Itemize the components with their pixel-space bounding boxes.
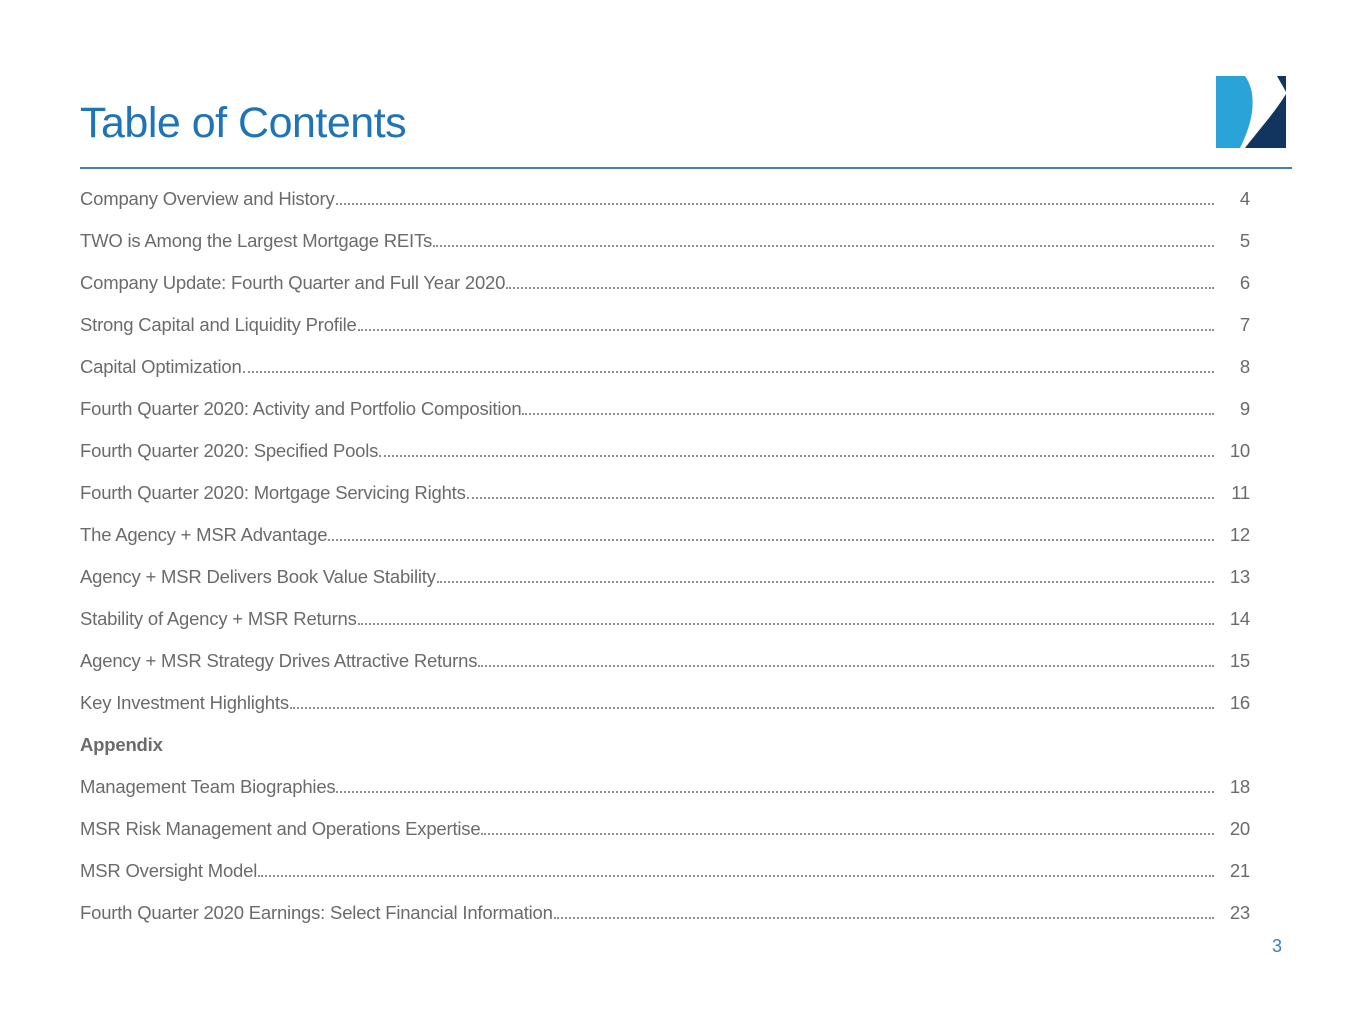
toc-entry-page: 14	[1229, 608, 1250, 629]
dotted-leader	[436, 581, 1214, 583]
toc-entry[interactable]: The Agency + MSR Advantage 12	[80, 514, 1250, 556]
toc-list: Company Overview and History 4 TWO is Amon…	[80, 178, 1250, 934]
toc-entry-page: 8	[1239, 356, 1250, 377]
toc-entry[interactable]: Fourth Quarter 2020: Mortgage Servicing …	[80, 472, 1250, 514]
toc-entry-label: Company Update: Fourth Quarter and Full …	[80, 272, 506, 293]
toc-entry-page: 15	[1229, 650, 1250, 671]
toc-entry-page: 18	[1229, 776, 1250, 797]
toc-entry-page: 16	[1229, 692, 1250, 713]
page-title: Table of Contents	[80, 99, 407, 147]
dotted-leader	[328, 539, 1214, 541]
toc-entry-page: 4	[1239, 188, 1250, 209]
slide-number: 3	[1271, 936, 1282, 956]
toc-entry-page: 6	[1239, 272, 1250, 293]
toc-entry-label: Fourth Quarter 2020: Specified Pools	[80, 440, 379, 461]
toc-entry[interactable]: Company Overview and History 4	[80, 178, 1250, 220]
title-underline-rule	[80, 167, 1292, 169]
toc-entry[interactable]: Agency + MSR Strategy Drives Attractive …	[80, 640, 1250, 682]
toc-entry-page: 5	[1239, 230, 1250, 251]
toc-entry-label: Strong Capital and Liquidity Profile	[80, 314, 357, 335]
toc-entry-label: Company Overview and History	[80, 188, 335, 209]
dotted-leader	[433, 245, 1214, 247]
dotted-leader	[553, 917, 1214, 919]
toc-entry[interactable]: Strong Capital and Liquidity Profile 7	[80, 304, 1250, 346]
dotted-leader	[522, 413, 1214, 415]
toc-entry-label: MSR Oversight Model	[80, 860, 258, 881]
dotted-leader	[357, 329, 1214, 331]
toc-entry-label: Management Team Biographies	[80, 776, 336, 797]
toc-entry[interactable]: Fourth Quarter 2020: Specified Pools 10	[80, 430, 1250, 472]
toc-entry[interactable]: Fourth Quarter 2020: Activity and Portfo…	[80, 388, 1250, 430]
toc-entry-label: Agency + MSR Delivers Book Value Stabili…	[80, 566, 436, 587]
company-logo-icon	[1216, 76, 1286, 148]
dotted-leader	[379, 455, 1214, 457]
toc-entry-label: Stability of Agency + MSR Returns	[80, 608, 357, 629]
toc-entry[interactable]: MSR Risk Management and Operations Exper…	[80, 808, 1250, 850]
toc-entry[interactable]: Fourth Quarter 2020 Earnings: Select Fin…	[80, 892, 1250, 934]
toc-entry-page: 10	[1229, 440, 1250, 461]
dotted-leader	[336, 791, 1214, 793]
toc-entry[interactable]: Key Investment Highlights 16	[80, 682, 1250, 724]
toc-entry[interactable]: Management Team Biographies 18	[80, 766, 1250, 808]
toc-entry-label: Capital Optimization	[80, 356, 242, 377]
toc-entry[interactable]: Company Update: Fourth Quarter and Full …	[80, 262, 1250, 304]
company-logo	[1216, 76, 1286, 148]
dotted-leader	[357, 623, 1214, 625]
toc-entry-label: MSR Risk Management and Operations Exper…	[80, 818, 481, 839]
dotted-leader	[258, 875, 1214, 877]
toc-entry-label: Fourth Quarter 2020: Activity and Portfo…	[80, 398, 522, 419]
toc-entry-page: 13	[1229, 566, 1250, 587]
toc-section-heading: Appendix	[80, 734, 163, 755]
toc-entry-page: 20	[1229, 818, 1250, 839]
toc-entry-page: 23	[1229, 902, 1250, 923]
toc-entry-page: 21	[1229, 860, 1250, 881]
dotted-leader	[478, 665, 1214, 667]
dotted-leader	[242, 371, 1214, 373]
toc-entry-label: The Agency + MSR Advantage	[80, 524, 328, 545]
toc-entry-label: Key Investment Highlights	[80, 692, 289, 713]
toc-entry-label: Fourth Quarter 2020 Earnings: Select Fin…	[80, 902, 553, 923]
dotted-leader	[335, 203, 1214, 205]
dotted-leader	[506, 287, 1214, 289]
toc-entry[interactable]: Agency + MSR Delivers Book Value Stabili…	[80, 556, 1250, 598]
toc-entry-page: 12	[1229, 524, 1250, 545]
toc-entry[interactable]: MSR Oversight Model 21	[80, 850, 1250, 892]
toc-entry[interactable]: Capital Optimization 8	[80, 346, 1250, 388]
toc-entry[interactable]: TWO is Among the Largest Mortgage REITs 5	[80, 220, 1250, 262]
toc-entry-label: Agency + MSR Strategy Drives Attractive …	[80, 650, 478, 671]
toc-entry-page: 9	[1239, 398, 1250, 419]
dotted-leader	[481, 833, 1214, 835]
toc-entry-page: 7	[1239, 314, 1250, 335]
toc-entry-page: 11	[1231, 482, 1250, 503]
dotted-leader	[289, 707, 1214, 709]
dotted-leader	[466, 497, 1214, 499]
toc-entry-label: TWO is Among the Largest Mortgage REITs	[80, 230, 433, 251]
toc-entry[interactable]: Stability of Agency + MSR Returns 14	[80, 598, 1250, 640]
toc-entry-label: Fourth Quarter 2020: Mortgage Servicing …	[80, 482, 466, 503]
